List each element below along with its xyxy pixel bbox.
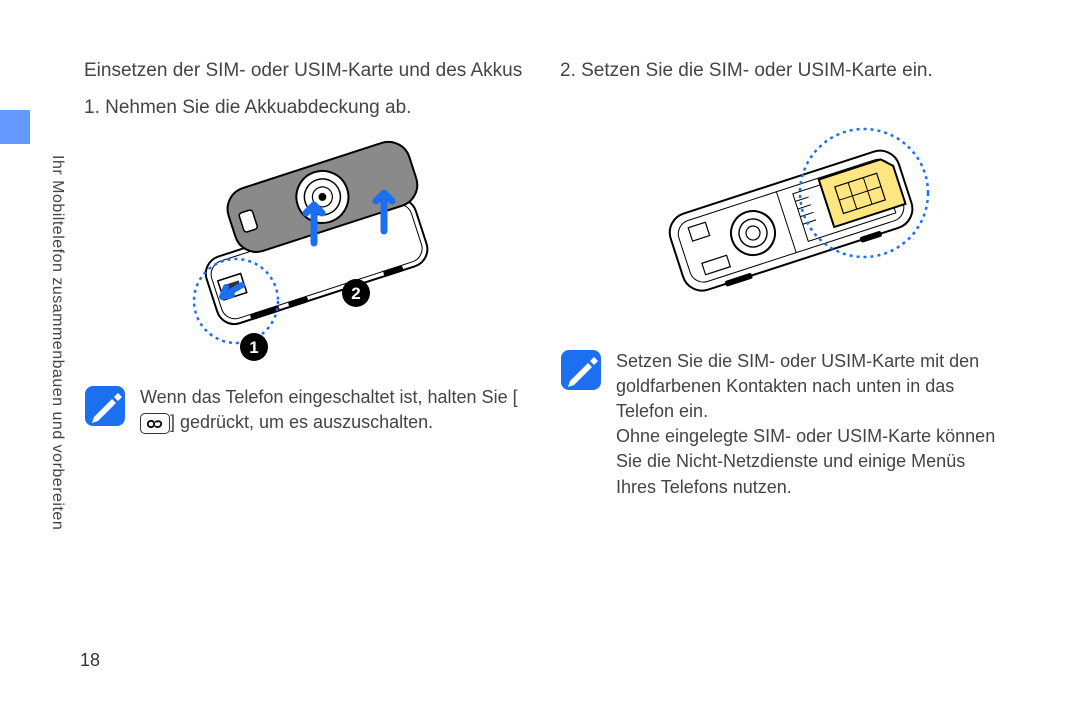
svg-text:2: 2	[351, 284, 360, 303]
note-power-off: Wenn das Telefon eingeschaltet ist, halt…	[84, 385, 524, 435]
page-number: 18	[80, 650, 100, 671]
note-text: Wenn das Telefon eingeschaltet ist, halt…	[140, 385, 524, 435]
side-section-label: Ihr Mobiltelefon zusammenbauen und vorbe…	[48, 155, 66, 585]
note-sim-orientation: Setzen Sie die SIM- oder USIM-Karte mit …	[560, 349, 1000, 500]
illustration-insert-sim	[560, 99, 1000, 329]
svg-text:1: 1	[249, 338, 258, 357]
illustration-remove-cover: 1 2	[84, 135, 524, 365]
right-column: 2. Setzen Sie die SIM- oder USIM-Karte e…	[560, 58, 1000, 500]
callout-2: 2	[342, 279, 370, 307]
step-1: 1. Nehmen Sie die Akkuabdeckung ab.	[84, 95, 524, 122]
step-2: 2. Setzen Sie die SIM- oder USIM-Karte e…	[560, 58, 1000, 85]
note-text-post: ] gedrückt, um es auszuschalten.	[170, 412, 433, 432]
left-column: Einsetzen der SIM- oder USIM-Karte und d…	[84, 58, 524, 436]
note-icon	[84, 385, 126, 427]
note-text: Setzen Sie die SIM- oder USIM-Karte mit …	[616, 349, 1000, 500]
note-text-pre: Wenn das Telefon eingeschaltet ist, halt…	[140, 387, 518, 407]
section-title: Einsetzen der SIM- oder USIM-Karte und d…	[84, 58, 524, 85]
side-tab	[0, 110, 30, 144]
callout-1: 1	[240, 333, 268, 361]
note-icon	[560, 349, 602, 391]
power-key-icon	[140, 413, 170, 434]
